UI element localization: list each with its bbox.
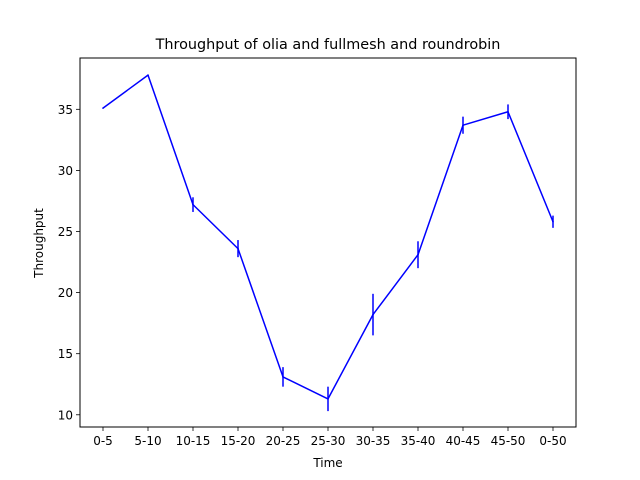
y-tick-label: 30 xyxy=(58,164,73,178)
y-tick-label: 10 xyxy=(58,408,73,422)
data-point xyxy=(282,376,284,378)
x-tick-label: 15-20 xyxy=(221,434,256,448)
x-tick-label: 10-15 xyxy=(176,434,211,448)
x-tick-label: 25-30 xyxy=(311,434,346,448)
x-tick-label: 0-5 xyxy=(93,434,113,448)
y-tick-label: 15 xyxy=(58,347,73,361)
y-tick-label: 35 xyxy=(58,103,73,117)
y-tick-label: 25 xyxy=(58,225,73,239)
plot-area xyxy=(102,74,554,412)
data-point xyxy=(147,74,149,76)
x-tick-label: 30-35 xyxy=(356,434,391,448)
chart-title: Throughput of olia and fullmesh and roun… xyxy=(155,37,501,53)
x-tick-label: 20-25 xyxy=(266,434,301,448)
data-point xyxy=(102,107,104,109)
y-axis: 10 15 20 25 30 35 xyxy=(58,103,80,422)
y-tick-label: 20 xyxy=(58,286,73,300)
x-tick-label: 35-40 xyxy=(401,434,436,448)
data-point xyxy=(192,203,194,206)
data-point xyxy=(237,247,239,250)
x-tick-label: 5-10 xyxy=(134,434,161,448)
y-axis-label: Throughput xyxy=(32,208,46,279)
data-point xyxy=(327,398,329,400)
data-point xyxy=(507,110,509,113)
x-tick-label: 0-50 xyxy=(539,434,566,448)
x-tick-label: 40-45 xyxy=(446,434,481,448)
data-point xyxy=(462,124,464,127)
data-point xyxy=(552,220,554,223)
x-axis: 0-5 5-10 10-15 15-20 20-25 25-30 30-35 35-40 40-… xyxy=(93,427,567,448)
x-axis-label: Time xyxy=(312,456,342,470)
data-point xyxy=(372,313,374,316)
x-tick-label: 45-50 xyxy=(491,434,526,448)
data-point xyxy=(417,253,419,256)
